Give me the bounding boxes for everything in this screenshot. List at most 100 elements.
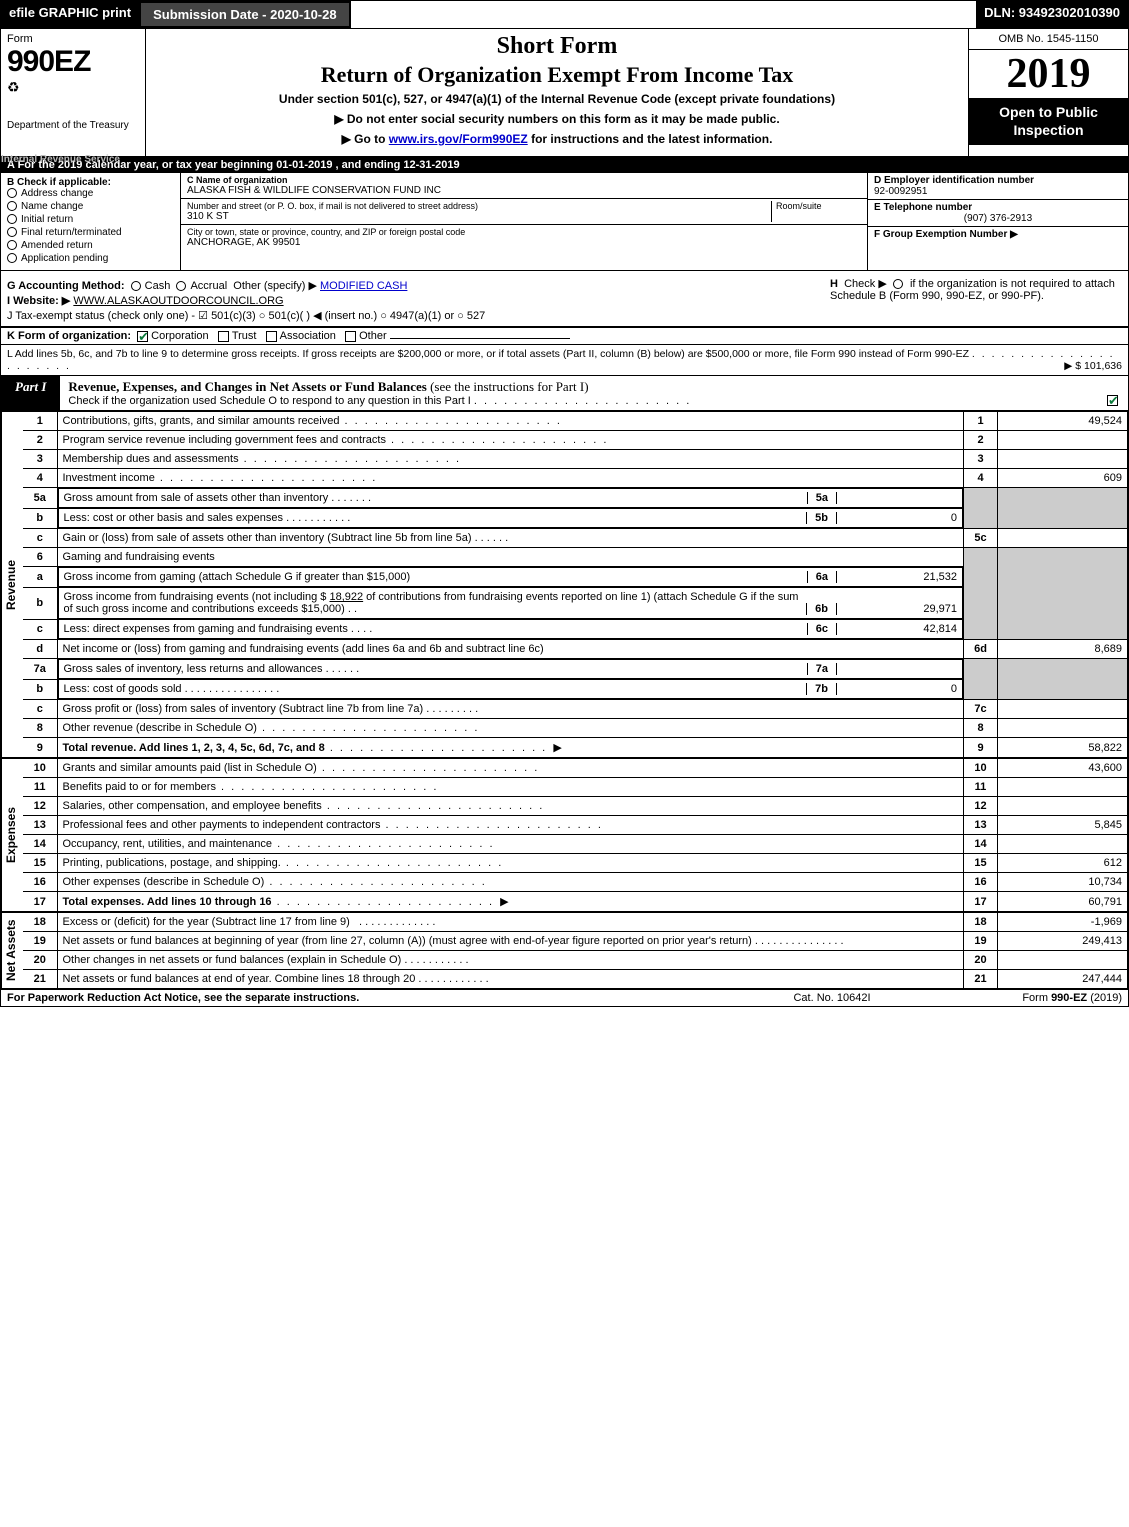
- chk-schedule-o-used[interactable]: [1107, 395, 1118, 406]
- line-20: 20Other changes in net assets or fund ba…: [23, 951, 1128, 970]
- dots-icon: [272, 896, 494, 908]
- dots-icon: [339, 415, 561, 427]
- line-7c: cGross profit or (loss) from sales of in…: [23, 700, 1128, 719]
- l7c-amt: [998, 700, 1128, 719]
- dots-icon: [474, 395, 691, 407]
- f-group-exemption: F Group Exemption Number ▶: [874, 229, 1122, 240]
- chk-application-pending[interactable]: [7, 253, 17, 263]
- line-10: 10Grants and similar amounts paid (list …: [23, 759, 1128, 778]
- chk-accrual[interactable]: [176, 281, 186, 291]
- col-b-title: B Check if applicable:: [7, 177, 111, 188]
- l6-desc: Gaming and fundraising events: [57, 548, 964, 567]
- under-section: Under section 501(c), 527, or 4947(a)(1)…: [152, 92, 962, 106]
- topbar-spacer: [351, 1, 977, 28]
- l6b-mini-no: 6b: [806, 603, 837, 615]
- part-i-title: Revenue, Expenses, and Changes in Net As…: [68, 379, 426, 394]
- l6b-underline: 18,922: [329, 591, 363, 603]
- l5b-mini-no: 5b: [806, 512, 837, 524]
- dots-icon: [325, 742, 547, 754]
- l5c-amt: [998, 529, 1128, 548]
- line-5a: 5aGross amount from sale of assets other…: [23, 488, 1128, 509]
- block-b-through-f: B Check if applicable: Address change Na…: [1, 173, 1128, 271]
- l1-desc: Contributions, gifts, grants, and simila…: [63, 415, 340, 427]
- l4-desc: Investment income: [63, 472, 155, 484]
- l5b-desc: Less: cost or other basis and sales expe…: [64, 512, 284, 524]
- lbl-name-change: Name change: [21, 201, 83, 212]
- col-c-org-info: C Name of organization ALASKA FISH & WIL…: [181, 173, 868, 270]
- chk-trust[interactable]: [218, 331, 229, 342]
- chk-cash[interactable]: [131, 281, 141, 291]
- chk-amended-return[interactable]: [7, 240, 17, 250]
- l19-amt: 249,413: [998, 932, 1128, 951]
- dots-icon: [155, 472, 377, 484]
- g-label: G Accounting Method:: [7, 280, 125, 292]
- line-16: 16Other expenses (describe in Schedule O…: [23, 873, 1128, 892]
- chk-name-change[interactable]: [7, 201, 17, 211]
- l15-desc: Printing, publications, postage, and shi…: [63, 857, 281, 869]
- l17-desc: Total expenses. Add lines 10 through 16: [63, 896, 272, 908]
- line-2: 2Program service revenue including gover…: [23, 431, 1128, 450]
- col-d-e-f: D Employer identification number 92-0092…: [868, 173, 1128, 270]
- i-website-line: I Website: ▶ WWW.ALASKAOUTDOORCOUNCIL.OR…: [7, 294, 822, 307]
- l12-desc: Salaries, other compensation, and employ…: [63, 800, 322, 812]
- g-accounting-method: G Accounting Method: Cash Accrual Other …: [7, 279, 822, 292]
- l-amount: ▶ $ 101,636: [1064, 360, 1122, 372]
- h-label: H: [830, 278, 838, 290]
- l6a-mini-amt: 21,532: [837, 571, 957, 583]
- lbl-trust: Trust: [232, 330, 257, 342]
- l6b-mini-amt: 29,971: [837, 603, 957, 615]
- addr-label: Number and street (or P. O. box, if mail…: [187, 201, 771, 211]
- l16-desc: Other expenses (describe in Schedule O): [63, 876, 265, 888]
- expenses-block: Expenses 10Grants and similar amounts pa…: [1, 758, 1128, 912]
- goto-pre: ▶ Go to: [342, 132, 389, 146]
- l1-amt: 49,524: [998, 412, 1128, 431]
- l7b-desc: Less: cost of goods sold: [64, 683, 182, 695]
- l4-amt: 609: [998, 469, 1128, 488]
- part-i-paren: (see the instructions for Part I): [430, 379, 588, 394]
- l15-amt: 612: [998, 854, 1128, 873]
- l6a-mini-no: 6a: [807, 571, 837, 583]
- chk-initial-return[interactable]: [7, 214, 17, 224]
- row-a-tax-year: Internal Revenue Service A For the 2019 …: [1, 157, 1128, 173]
- l18-amt: -1,969: [998, 913, 1128, 932]
- chk-final-return[interactable]: [7, 227, 17, 237]
- l5b-mini-amt: 0: [837, 512, 957, 524]
- l9-desc: Total revenue. Add lines 1, 2, 3, 4, 5c,…: [63, 742, 325, 754]
- l8-amt: [998, 719, 1128, 738]
- dots-icon: [317, 762, 539, 774]
- lbl-corporation: Corporation: [151, 330, 208, 342]
- line-6b: bGross income from fundraising events (n…: [23, 587, 1128, 619]
- l18-desc: Excess or (deficit) for the year (Subtra…: [63, 916, 350, 928]
- net-assets-tab: Net Assets: [1, 912, 23, 989]
- part-i-sub: Check if the organization used Schedule …: [68, 395, 1092, 407]
- line-6d: dNet income or (loss) from gaming and fu…: [23, 640, 1128, 659]
- l21-desc: Net assets or fund balances at end of ye…: [63, 973, 416, 985]
- l3-desc: Membership dues and assessments: [63, 453, 239, 465]
- chk-association[interactable]: [266, 331, 277, 342]
- irs-link[interactable]: www.irs.gov/Form990EZ: [389, 132, 528, 146]
- c-name-label: C Name of organization: [187, 175, 861, 185]
- street-address: 310 K ST: [187, 211, 771, 222]
- d-ein-label: D Employer identification number: [874, 175, 1122, 186]
- line-6c: cLess: direct expenses from gaming and f…: [23, 619, 1128, 640]
- line-14: 14Occupancy, rent, utilities, and mainte…: [23, 835, 1128, 854]
- dots-icon: [386, 434, 608, 446]
- l3-amt: [998, 450, 1128, 469]
- lbl-final-return: Final return/terminated: [21, 227, 122, 238]
- chk-other-org[interactable]: [345, 331, 356, 342]
- l20-amt: [998, 951, 1128, 970]
- l14-amt: [998, 835, 1128, 854]
- line-7a: 7aGross sales of inventory, less returns…: [23, 659, 1128, 680]
- line-4: 4Investment income4609: [23, 469, 1128, 488]
- tax-year: 2019: [969, 50, 1128, 98]
- website-url: WWW.ALASKAOUTDOORCOUNCIL.ORG: [73, 295, 283, 307]
- chk-corporation[interactable]: [137, 331, 148, 342]
- l16-amt: 10,734: [998, 873, 1128, 892]
- l6d-amt: 8,689: [998, 640, 1128, 659]
- revenue-table: 1Contributions, gifts, grants, and simil…: [23, 411, 1128, 758]
- chk-h-schedule-b[interactable]: [893, 279, 903, 289]
- chk-address-change[interactable]: [7, 188, 17, 198]
- l2-amt: [998, 431, 1128, 450]
- submission-date: Submission Date - 2020-10-28: [139, 1, 351, 28]
- goto-post: for instructions and the latest informat…: [528, 132, 773, 146]
